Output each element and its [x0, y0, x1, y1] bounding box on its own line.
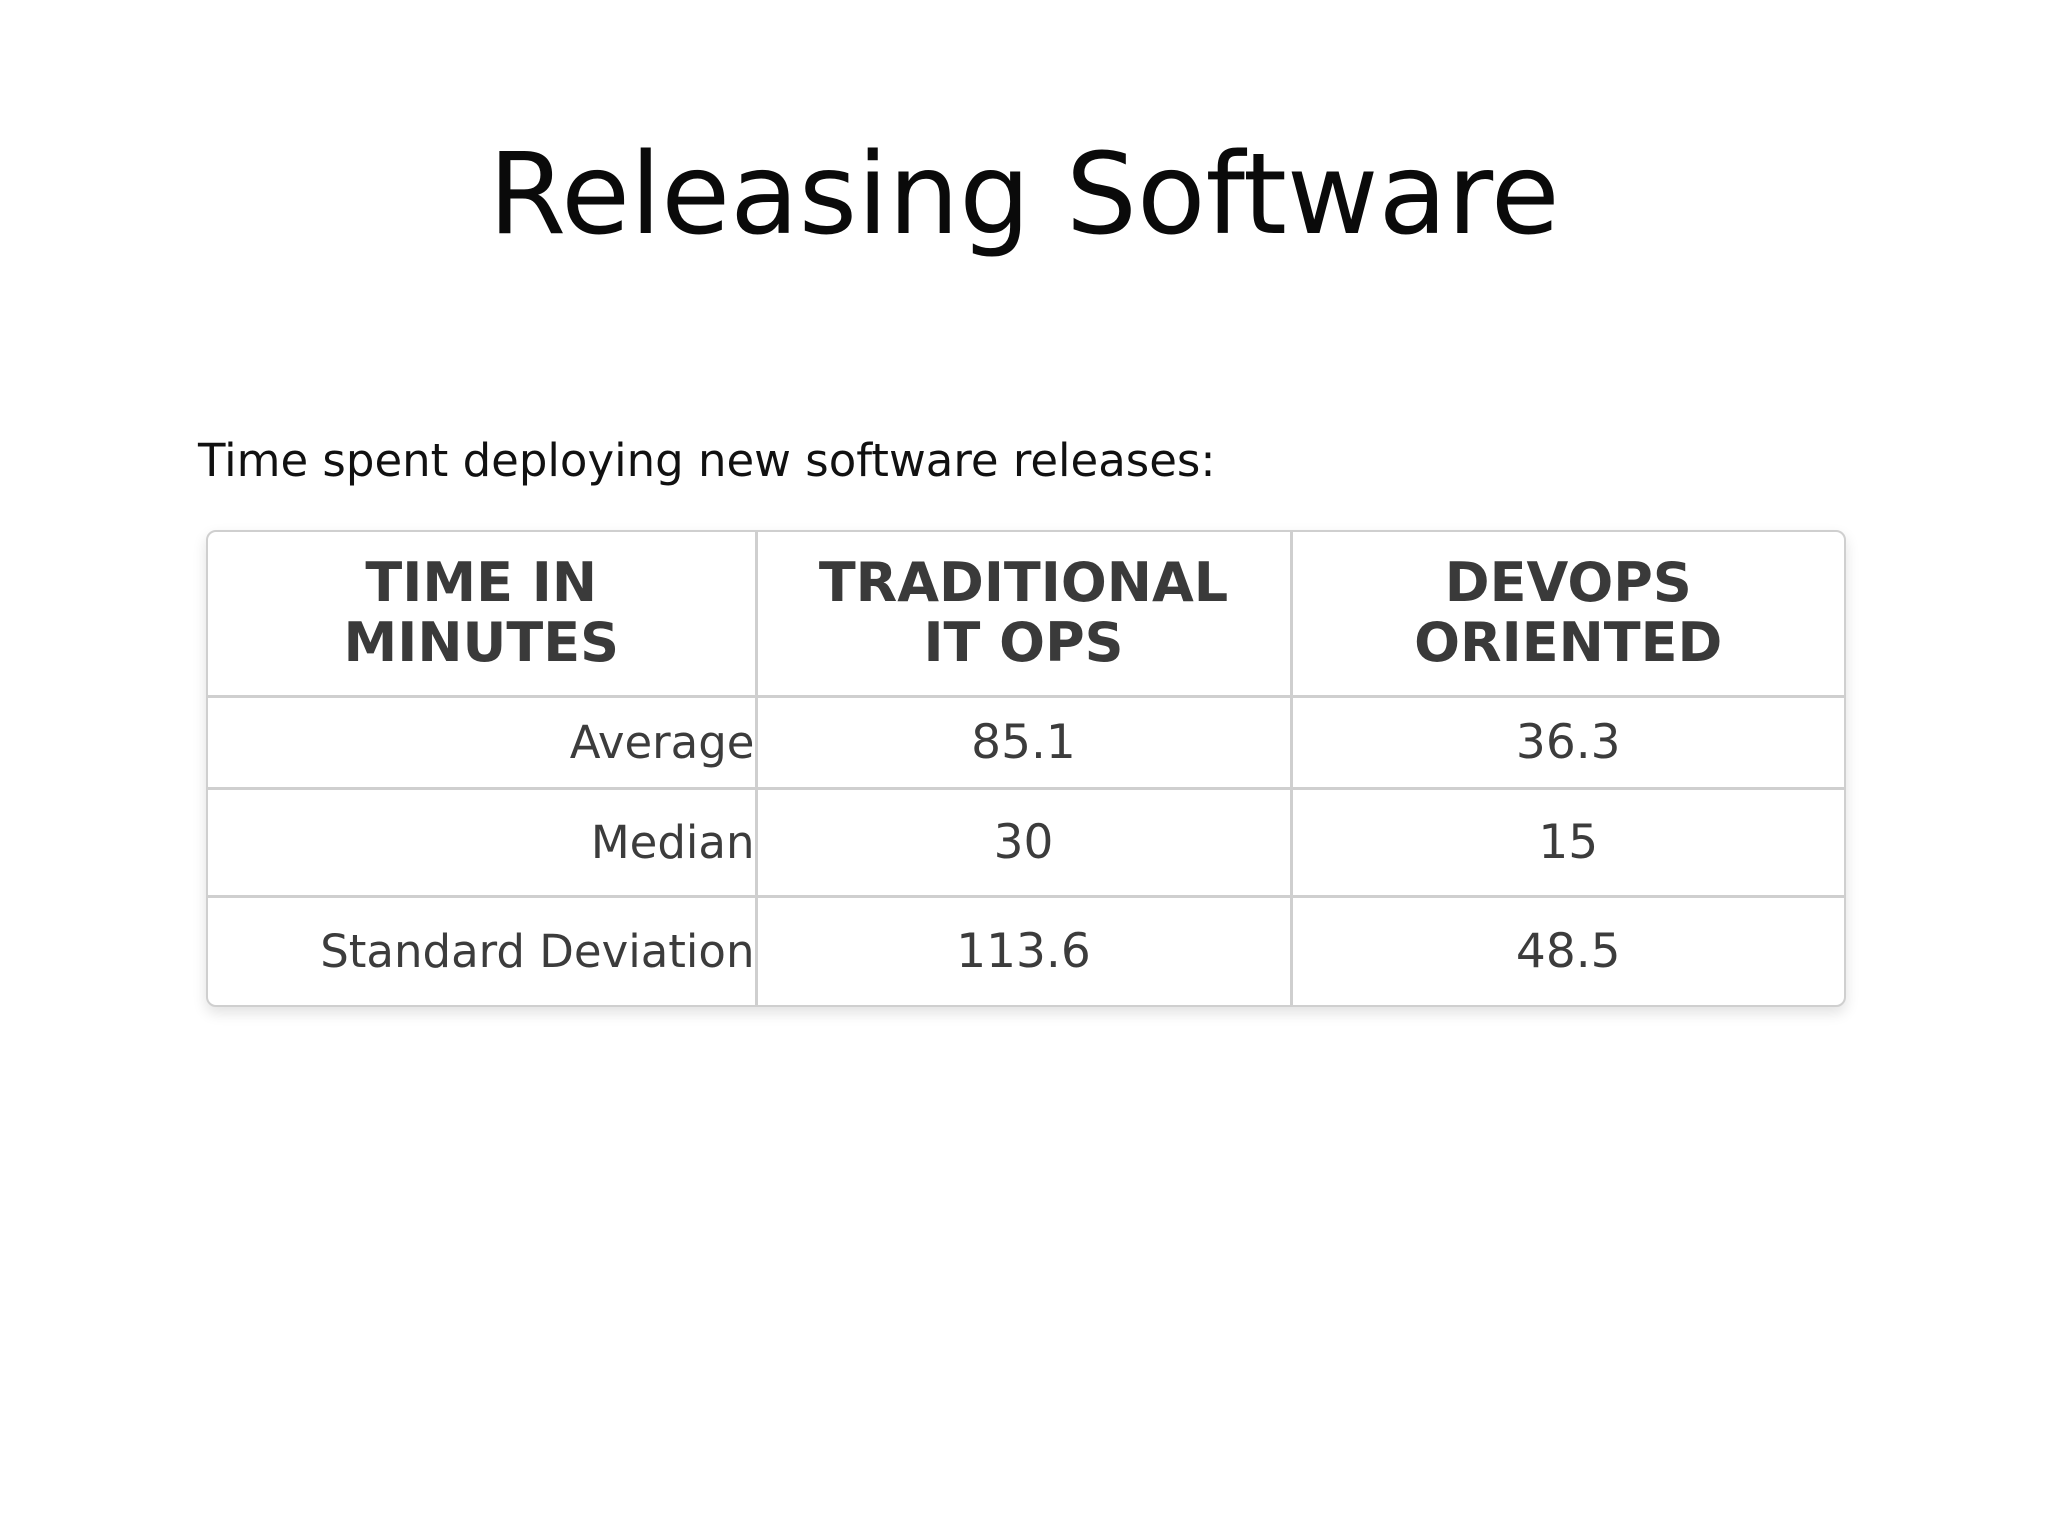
header-traditional-it-ops: TRADITIONAL IT OPS: [756, 532, 1293, 698]
row-label: Average: [208, 696, 758, 791]
devops-value: 15: [1291, 788, 1844, 898]
table-row-median: Median 30 15: [208, 788, 1844, 898]
header-devops-oriented: DEVOPS ORIENTED: [1291, 532, 1844, 698]
table-header-row: TIME IN MINUTES TRADITIONAL IT OPS DEVOP…: [208, 532, 1844, 698]
header-line: TRADITIONAL: [818, 551, 1229, 615]
row-label: Median: [208, 788, 758, 898]
deployment-time-table: TIME IN MINUTES TRADITIONAL IT OPS DEVOP…: [206, 530, 1846, 1007]
header-line: TIME IN: [365, 551, 598, 615]
traditional-value: 113.6: [756, 896, 1293, 1005]
traditional-value: 85.1: [756, 696, 1293, 791]
header-time-in-minutes: TIME IN MINUTES: [208, 532, 758, 698]
header-line: DEVOPS: [1444, 551, 1692, 615]
table-row-standard-deviation: Standard Deviation 113.6 48.5: [208, 896, 1844, 1005]
header-line: ORIENTED: [1414, 611, 1723, 675]
table-row-average: Average 85.1 36.3: [208, 696, 1844, 791]
devops-value: 48.5: [1515, 923, 1621, 979]
row-label: Standard Deviation: [208, 896, 758, 1005]
data-table: TIME IN MINUTES TRADITIONAL IT OPS DEVOP…: [208, 532, 1844, 1005]
slide-subtitle: Time spent deploying new software releas…: [198, 434, 1216, 487]
header-line: IT OPS: [923, 611, 1124, 675]
devops-value: 36.3: [1291, 696, 1844, 791]
header-line: MINUTES: [343, 611, 619, 675]
traditional-value: 30: [756, 788, 1293, 898]
slide-title: Releasing Software: [488, 130, 1560, 260]
